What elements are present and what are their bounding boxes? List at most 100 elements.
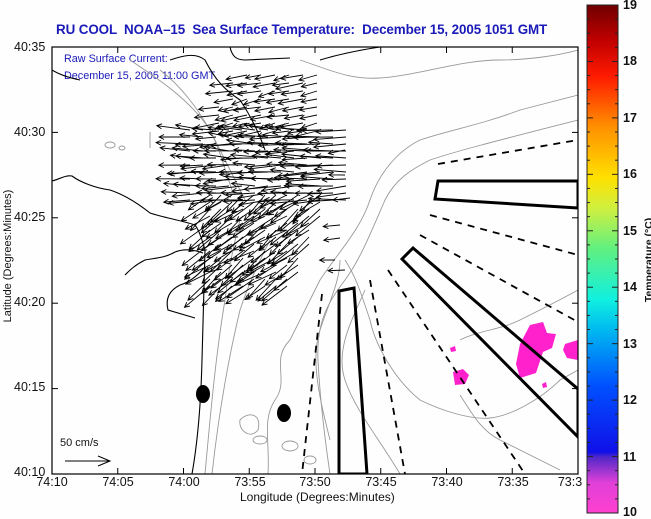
current-vector <box>225 155 256 162</box>
current-vector <box>189 199 217 207</box>
colorbar-tick-label: 11 <box>623 450 637 464</box>
current-vector <box>187 194 211 211</box>
current-vector <box>327 149 346 156</box>
current-vector <box>204 90 234 97</box>
y-tick-label: 40:20 <box>14 295 46 309</box>
current-vector <box>222 198 256 205</box>
current-vector <box>213 236 233 252</box>
x-tick-label: 73:50 <box>299 475 331 489</box>
current-vector <box>269 208 288 224</box>
current-vector <box>206 197 243 203</box>
current-vector <box>281 222 310 238</box>
current-vector <box>183 264 211 278</box>
current-vector <box>261 285 288 306</box>
current-vector <box>195 175 217 182</box>
y-axis-title: Latitude (Degrees:Minutes) <box>2 189 14 323</box>
current-vector <box>155 175 191 182</box>
current-vector <box>191 130 220 137</box>
current-vector <box>253 98 276 105</box>
current-vector <box>181 243 211 267</box>
current-vector <box>271 129 290 136</box>
current-vector <box>155 139 191 146</box>
current-vector <box>306 190 334 197</box>
current-vector <box>286 129 304 136</box>
current-vector <box>185 250 211 272</box>
current-vector <box>299 90 318 98</box>
current-vector <box>225 74 248 82</box>
current-vector <box>183 257 211 280</box>
current-vectors <box>155 74 351 308</box>
current-vector <box>307 139 334 146</box>
current-vector <box>201 164 230 172</box>
current-vector <box>268 264 288 280</box>
current-vector <box>243 163 269 170</box>
current-vector <box>315 185 347 193</box>
current-vector <box>266 113 290 120</box>
current-vector <box>179 175 204 182</box>
current-vector <box>243 201 266 221</box>
current-vector <box>207 125 230 131</box>
current-vector <box>219 156 243 163</box>
current-vector <box>246 278 266 300</box>
current-vector <box>315 128 347 135</box>
current-vector <box>190 168 217 175</box>
current-vector <box>300 122 318 130</box>
current-vector <box>245 250 277 274</box>
current-vector <box>162 180 191 187</box>
current-vector <box>257 285 277 302</box>
current-vector <box>259 257 288 273</box>
current-vector <box>209 142 243 149</box>
current-vector <box>291 208 310 222</box>
current-vector <box>253 74 276 81</box>
current-vector <box>181 143 217 150</box>
current-vector <box>232 106 262 113</box>
current-vector <box>275 125 308 132</box>
x-tick-label: 74:10 <box>36 475 68 489</box>
current-vector <box>160 189 191 195</box>
x-tick-label: 74:00 <box>168 475 200 489</box>
current-vector <box>220 189 243 196</box>
current-vector <box>236 169 269 176</box>
current-vector <box>295 215 321 237</box>
current-vector <box>275 264 299 281</box>
current-vector <box>166 170 204 177</box>
lease-blocks <box>337 179 578 474</box>
current-vector <box>214 114 234 122</box>
current-vector <box>322 236 341 243</box>
current-vector <box>200 208 222 229</box>
current-vector <box>267 106 290 114</box>
x-tick-label: 73:45 <box>365 475 397 489</box>
colorbar-tick-label: 16 <box>623 167 637 181</box>
current-vector <box>218 285 244 302</box>
current-vector <box>259 194 288 209</box>
current-vector <box>315 192 347 200</box>
current-vector <box>261 278 288 302</box>
x-axis-title: Longitude (Degrees:Minutes) <box>240 490 395 504</box>
current-vector <box>244 285 266 301</box>
current-vector <box>188 236 211 253</box>
current-vector <box>322 223 341 229</box>
current-vector <box>232 147 256 153</box>
current-vector <box>257 90 276 99</box>
current-vector <box>233 133 256 140</box>
colorbar-tick-label: 13 <box>623 337 637 351</box>
current-vector <box>203 257 233 272</box>
current-vector <box>180 201 211 222</box>
current-vector <box>292 199 321 207</box>
current-vector <box>234 215 266 232</box>
current-vector <box>282 171 321 179</box>
current-vector <box>283 114 304 121</box>
current-vector <box>194 135 217 142</box>
current-vector <box>157 162 191 169</box>
current-vector <box>274 82 304 91</box>
current-vector <box>260 185 295 193</box>
current-vector <box>205 222 233 239</box>
current-vector <box>279 163 321 169</box>
scale-arrow-label: 50 cm/s <box>60 437 99 449</box>
current-vector <box>261 132 295 139</box>
current-vector <box>219 123 256 131</box>
current-vector <box>294 190 321 197</box>
current-vector <box>220 114 248 123</box>
current-vector <box>269 167 295 174</box>
current-vector <box>300 98 318 104</box>
